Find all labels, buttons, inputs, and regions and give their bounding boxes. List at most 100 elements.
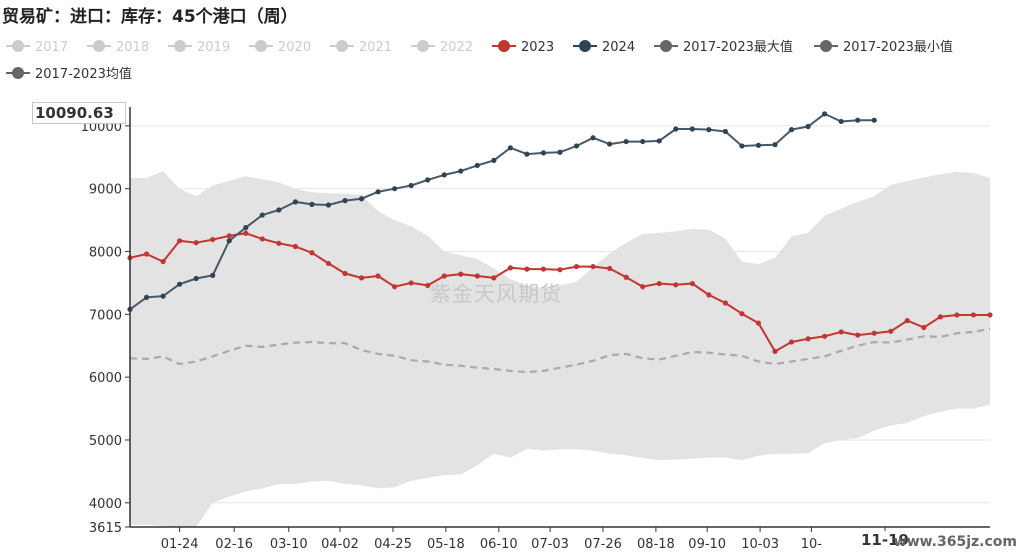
data-point [706, 127, 712, 133]
data-point [607, 265, 613, 272]
data-point [243, 230, 249, 236]
data-point [441, 172, 447, 178]
data-point [325, 260, 332, 267]
data-point [392, 186, 398, 192]
data-point [805, 336, 811, 342]
series-2023 [127, 230, 993, 354]
x-tick-label: 03-10 [270, 537, 308, 552]
data-point [193, 275, 199, 282]
legend-marker [820, 40, 832, 52]
legend-item-2021[interactable]: 2021 [330, 40, 392, 55]
data-point [491, 275, 497, 281]
series-2017-2023均值 [129, 327, 991, 374]
legend-marker [12, 67, 24, 79]
data-point [292, 199, 298, 205]
legend-marker [660, 40, 672, 52]
data-point [507, 265, 513, 271]
data-point [590, 263, 596, 270]
data-point [425, 282, 431, 289]
data-point [425, 177, 431, 183]
data-point [855, 332, 861, 338]
data-point [474, 162, 480, 169]
x-tick-label: 02-16 [215, 537, 253, 552]
data-point [888, 328, 894, 334]
legend-item-2017-2023最大值[interactable]: 2017-2023最大值 [654, 39, 793, 55]
legend-marker [579, 40, 591, 52]
legend-item-2017-2023均值[interactable]: 2017-2023均值 [6, 66, 132, 82]
data-point [193, 240, 199, 246]
legend-label: 2019 [197, 40, 230, 55]
legend-marker [498, 40, 510, 52]
data-point [143, 251, 150, 257]
data-point [607, 141, 613, 147]
legend-marker [336, 40, 348, 52]
x-tick-label: 06-10 [480, 537, 518, 552]
data-point [689, 280, 695, 287]
data-point [656, 138, 662, 144]
x-tick-label: 09-10 [688, 537, 726, 552]
legend-item-2024[interactable]: 2024 [573, 40, 635, 55]
crosshair-x-label: 11-19 [858, 531, 912, 549]
data-point [838, 329, 844, 335]
data-point [408, 182, 414, 189]
data-point [904, 318, 910, 324]
data-point [226, 233, 232, 239]
data-point [755, 320, 762, 326]
data-point [557, 267, 563, 273]
data-point [358, 196, 365, 202]
data-point [822, 111, 828, 117]
legend-item-2022[interactable]: 2022 [411, 40, 473, 55]
data-point [226, 238, 232, 244]
legend-label: 2017-2023最小值 [843, 39, 953, 55]
data-point [458, 271, 464, 277]
x-tick-label: 04-02 [321, 537, 359, 552]
legend-item-2017[interactable]: 2017 [6, 40, 68, 55]
legend-label: 2017-2023最大值 [683, 39, 793, 55]
data-point [871, 117, 877, 123]
data-point [458, 168, 464, 174]
data-point [871, 330, 877, 336]
data-point [970, 312, 977, 318]
y-tick-label: 3615 [89, 521, 122, 536]
legend-item-2019[interactable]: 2019 [168, 40, 230, 55]
legend-marker [255, 40, 267, 52]
data-point [838, 118, 844, 125]
y-tick-label: 5000 [89, 434, 122, 449]
x-tick-label: 10- [801, 537, 823, 552]
y-tick-label: 7000 [89, 308, 122, 323]
legend-item-2023[interactable]: 2023 [492, 40, 554, 55]
y-tick-label: 9000 [89, 183, 122, 198]
legend-item-2018[interactable]: 2018 [87, 40, 149, 55]
legend[interactable]: 2017 2018 2019 2020 2021 2022 2023 2024 2017-202… [6, 39, 953, 82]
data-point [210, 272, 216, 278]
data-point [375, 189, 381, 195]
chart-title: 贸易矿：进口：库存：45个港口（周） [2, 7, 298, 27]
data-point [788, 339, 795, 345]
data-point [722, 300, 728, 306]
series-lines [127, 111, 993, 374]
legend-marker [93, 40, 105, 52]
x-tick-label: 07-03 [531, 537, 569, 552]
data-point [772, 142, 778, 148]
watermark: 紫金天风期货 [430, 282, 562, 306]
data-point [540, 150, 547, 156]
data-point [524, 266, 530, 272]
legend-label: 2022 [440, 40, 473, 55]
data-point [491, 157, 497, 164]
legend-item-2017-2023最小值[interactable]: 2017-2023最小值 [814, 39, 953, 55]
data-point [408, 280, 414, 286]
x-tick-label: 05-18 [427, 537, 465, 552]
data-point [755, 142, 762, 148]
legend-item-2020[interactable]: 2020 [249, 40, 311, 55]
data-point [623, 138, 629, 145]
legend-label: 2024 [602, 40, 635, 55]
data-point [358, 275, 365, 281]
data-point [276, 240, 282, 246]
data-point [805, 123, 811, 130]
y-tick-label: 4000 [89, 497, 122, 512]
data-point [243, 225, 249, 231]
data-point [772, 348, 778, 354]
data-point [292, 243, 298, 250]
data-point [557, 149, 563, 155]
data-point [855, 117, 861, 123]
